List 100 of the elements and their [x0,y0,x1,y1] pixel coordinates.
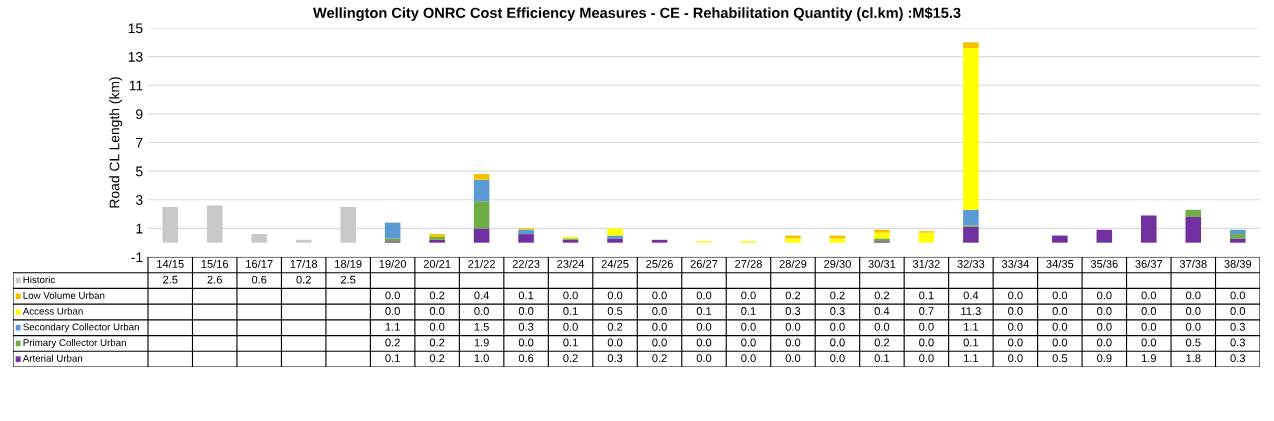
data-label: 0.2 [874,338,890,347]
data-label: 0.2 [652,354,667,363]
data-label: 0.0 [1097,291,1112,300]
data-label: 0.0 [652,338,667,347]
data-label: 0.0 [741,354,756,363]
data-label: 0.0 [518,307,534,315]
data-label: 1.1 [385,322,400,331]
x-tick-label: 34/35 [1046,259,1074,268]
x-tick-label: 21/22 [468,259,495,268]
data-label: 0.0 [563,322,578,331]
x-tick-label: 36/37 [1135,259,1163,268]
legend-label: Primary Collector Urban [23,338,126,348]
data-label: 0.1 [385,354,400,363]
data-label: 0.0 [1008,322,1023,331]
data-label: 0.2 [607,322,623,331]
data-label: 0.0 [1097,338,1112,347]
x-tick-label: 22/23 [512,259,540,268]
data-label: 2.5 [341,275,356,284]
data-label: 0.0 [1141,307,1157,315]
x-tick-label: 15/16 [201,259,229,268]
data-label: 0.0 [1008,338,1023,347]
x-tick-label: 17/18 [290,259,318,268]
data-label: 0.0 [1052,338,1068,347]
data-label: 0.0 [518,338,534,347]
data-label: 0.0 [607,291,623,300]
x-tick-label: 14/15 [157,259,184,268]
data-label: 0.2 [874,291,890,300]
data-label: 0.4 [474,291,489,300]
x-tick-label: 32/33 [957,259,985,268]
data-label: 0.3 [1230,322,1245,331]
data-label: 0.3 [518,322,534,331]
chart-title: Wellington City ONRC Cost Efficiency Measures - CE - Rehabilitation Quantity (cl.km) :M$15.3 [313,7,961,21]
data-label: 1.5 [474,322,489,331]
data-label: 0.1 [696,307,712,315]
x-tick-label: 24/25 [601,259,629,268]
x-tick-label: 37/38 [1179,259,1207,268]
legend-label: Secondary Collector Urban [23,323,139,333]
x-tick-label: 27/28 [735,259,762,268]
data-label: 0.3 [785,307,801,315]
data-label: 2.5 [163,275,178,284]
data-label: 0.1 [874,354,890,363]
x-tick-label: 26/27 [690,259,718,268]
legend-label: Access Urban [22,307,83,315]
data-label: 0.0 [429,307,445,315]
data-label: 0.0 [830,338,845,347]
data-label: 0.2 [429,338,445,347]
data-label: 1.9 [474,338,489,347]
x-tick-label: 29/30 [824,259,851,268]
data-label: 0.6 [518,354,534,363]
y-axis-title: Road CL Length (km) [109,77,123,208]
data-label: 0.0 [1008,291,1023,300]
data-label: 0.0 [1008,354,1023,363]
data-label: 0.0 [1230,307,1246,315]
data-label: 0.2 [563,354,578,363]
data-label: 0.1 [919,291,934,300]
x-tick-label: 31/32 [912,259,940,268]
data-label: 0.2 [296,275,311,284]
data-label: 0.0 [785,322,801,331]
data-label: 0.0 [741,322,756,331]
data-label: 1.9 [1141,354,1156,363]
x-tick-label: 38/39 [1224,259,1252,268]
data-label: 0.0 [830,322,845,331]
data-label: 1.0 [474,354,489,363]
data-label: 0.0 [652,291,667,300]
data-label: 0.2 [385,338,400,347]
data-label: 2.6 [207,275,222,284]
y-tick-label: 3 [135,195,143,205]
x-tick-label: 35/36 [1090,259,1118,268]
data-label: 0.9 [1097,354,1112,363]
data-label: 0.0 [385,291,400,300]
data-label: 0.0 [429,322,445,331]
x-tick-label: 19/20 [379,259,407,268]
data-label: 0.0 [919,338,934,347]
data-label: 0.0 [696,291,712,300]
data-label: 0.0 [785,338,801,347]
data-label: 0.1 [563,338,578,347]
data-label: 0.0 [741,291,756,300]
data-label: 0.1 [963,338,979,347]
data-label: 0.2 [830,291,845,300]
y-tick-label: 11 [129,80,143,91]
data-label: 0.3 [1230,338,1245,347]
data-label: 0.0 [1141,322,1157,331]
data-label: 1.1 [964,322,979,331]
x-tick-label: 16/17 [246,259,273,268]
data-label: 0.0 [741,338,756,347]
data-label: 0.0 [1097,322,1112,331]
data-label: 0.0 [785,354,801,363]
y-tick-label: -1 [131,252,143,263]
data-label: 0.0 [919,354,934,363]
data-label: 0.4 [874,307,890,315]
data-label: 11.3 [961,307,981,315]
y-tick-label: 1 [136,223,143,234]
data-label: 1.1 [964,354,979,363]
data-label: 0.1 [741,307,756,315]
data-label: 0.7 [919,307,934,315]
data-label: 0.3 [830,307,845,315]
data-label: 0.5 [607,307,623,315]
data-label: 0.0 [919,322,934,331]
x-tick-label: 20/21 [423,259,451,268]
data-label: 0.0 [652,322,667,331]
